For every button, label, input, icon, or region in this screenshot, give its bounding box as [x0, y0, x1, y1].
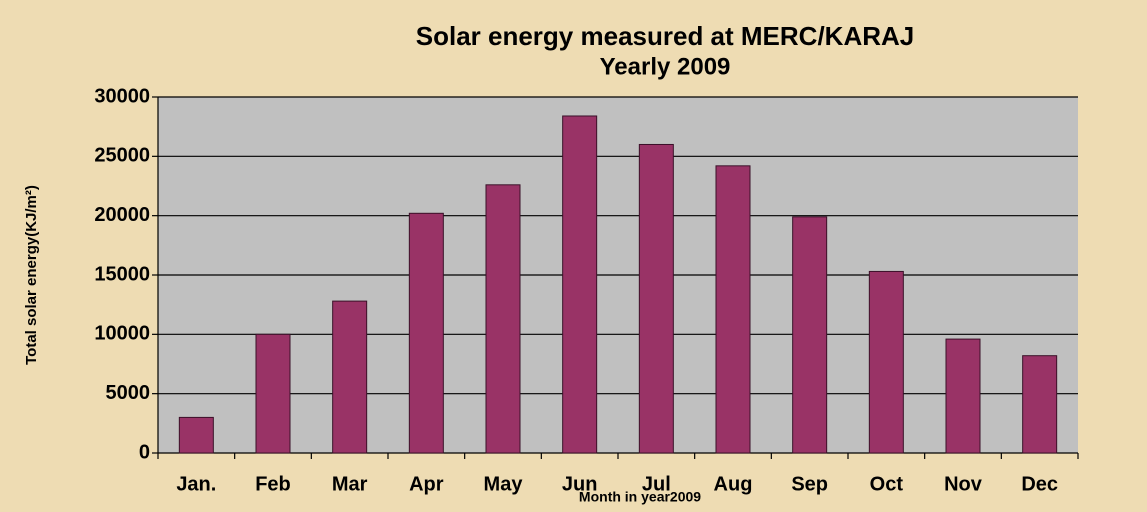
chart-title: Solar energy measured at MERC/KARAJ	[416, 21, 914, 51]
bar	[408, 212, 444, 454]
x-tick-label: Feb	[255, 473, 291, 495]
x-tick-label: Jun	[562, 473, 598, 495]
x-tick-label: Oct	[870, 473, 904, 495]
x-tick-label: Dec	[1021, 473, 1058, 495]
x-axis-label: Month in year2009	[579, 489, 701, 505]
y-tick-label: 5000	[106, 382, 151, 404]
x-tick-label: Apr	[409, 473, 444, 495]
x-tick-label: May	[484, 473, 524, 495]
bar	[178, 416, 214, 454]
y-tick-label: 15000	[94, 263, 150, 285]
y-tick-label: 30000	[94, 85, 150, 107]
y-axis-label: Total solar energy(KJ/m²)	[23, 185, 40, 365]
bar	[945, 338, 981, 454]
bar	[562, 115, 598, 454]
x-tick-label: Aug	[714, 473, 753, 495]
x-tick-label: Jul	[642, 473, 671, 495]
y-tick-label: 25000	[94, 145, 150, 167]
x-tick-label: Sep	[791, 473, 828, 495]
bar	[332, 300, 368, 454]
y-tick-label: 10000	[94, 323, 150, 345]
chart-subtitle: Yearly 2009	[600, 53, 731, 80]
bar	[715, 165, 751, 454]
bar	[255, 333, 291, 454]
bar	[792, 216, 828, 454]
x-tick-label: Mar	[332, 473, 368, 495]
y-tick-label: 20000	[94, 204, 150, 226]
y-tick-label: 0	[139, 441, 150, 463]
x-tick-label: Jan.	[176, 473, 216, 495]
bar	[485, 184, 521, 454]
bar	[1022, 355, 1058, 454]
bar	[868, 270, 904, 454]
x-tick-label: Nov	[944, 473, 983, 495]
bar	[638, 143, 674, 454]
